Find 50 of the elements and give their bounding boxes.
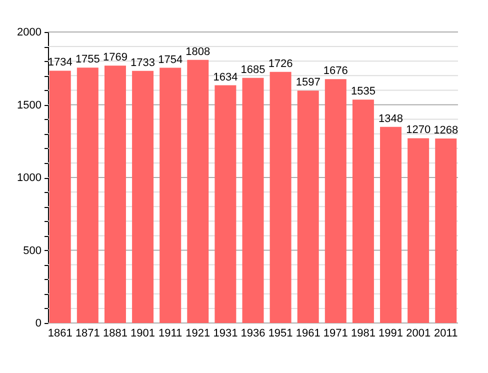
bar: [132, 70, 154, 323]
x-tick-label: 1861: [48, 328, 72, 340]
data-label: 1634: [213, 71, 238, 84]
data-label: 1734: [48, 56, 72, 69]
data-label: 1733: [130, 56, 156, 69]
x-tick-label: 1936: [240, 328, 266, 340]
data-label: 1769: [102, 52, 128, 64]
data-label: 1268: [434, 124, 458, 137]
bar: [214, 85, 236, 323]
x-tick-label: 2011: [434, 328, 458, 340]
bar: [104, 66, 126, 323]
bar: [49, 70, 71, 323]
y-tick-label: 0: [35, 318, 42, 330]
x-tick-label: 1921: [186, 328, 210, 340]
bar: [270, 72, 292, 323]
x-tick-label: 1981: [350, 328, 376, 340]
data-label: 1755: [75, 54, 100, 66]
bar: [242, 78, 264, 323]
data-label: 1676: [323, 65, 348, 78]
bar: [435, 138, 457, 323]
x-tick-label: 1881: [102, 328, 128, 340]
x-tick-label: 1931: [213, 328, 238, 340]
x-tick-label: 1971: [323, 328, 348, 340]
y-tick-label: 500: [23, 244, 42, 257]
data-label: 1535: [350, 86, 376, 98]
x-tick-label: 1871: [75, 328, 100, 340]
x-tick-label: 1961: [296, 328, 320, 340]
data-label: 1685: [240, 64, 266, 76]
bar: [408, 138, 430, 323]
bar: [324, 79, 346, 323]
data-label: 1597: [296, 76, 320, 89]
bar: [187, 60, 209, 323]
data-label: 1754: [158, 54, 183, 66]
bar: [297, 90, 319, 323]
bar: [160, 68, 182, 323]
data-label: 1808: [186, 46, 210, 58]
bar: [352, 100, 374, 323]
x-tick-label: 1911: [158, 328, 182, 340]
x-tick-label: 1991: [378, 328, 404, 340]
data-label: 1726: [268, 58, 293, 70]
data-label: 1270: [406, 124, 431, 136]
data-label: 1348: [378, 112, 404, 125]
y-tick-label: 1000: [17, 172, 42, 184]
x-tick-label: 2001: [406, 328, 431, 340]
y-tick-label: 2000: [17, 26, 42, 38]
x-tick-label: 1901: [130, 328, 156, 340]
bar: [76, 68, 98, 323]
y-tick-label: 1500: [17, 99, 42, 112]
bar: [380, 126, 402, 323]
x-tick-label: 1951: [268, 328, 293, 340]
